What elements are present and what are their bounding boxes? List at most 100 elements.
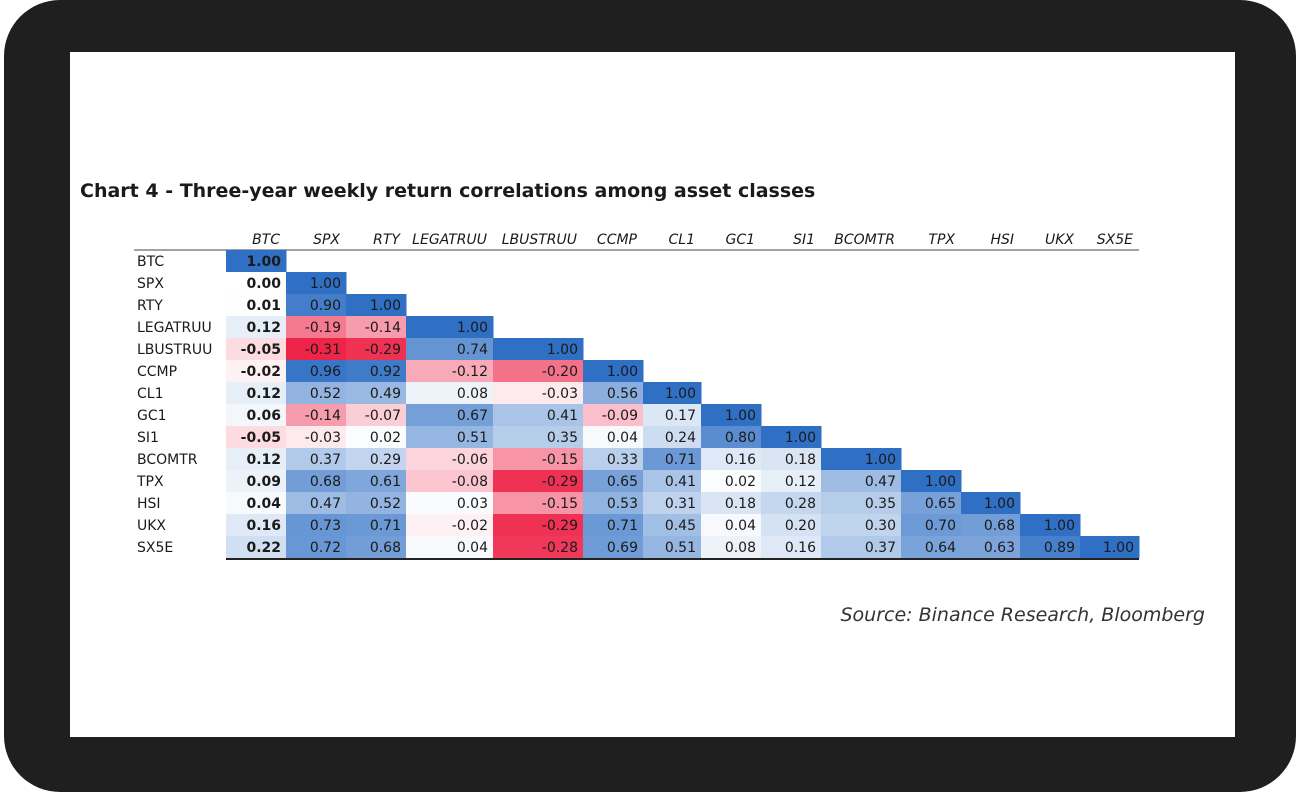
heatmap-cell	[226, 272, 287, 295]
cell-value: 0.18	[725, 496, 756, 512]
cell-value: 0.06	[246, 408, 281, 424]
heatmap-cell	[493, 536, 584, 559]
cell-value: 0.35	[865, 496, 896, 512]
row-label-bcomtr: BCOMTR	[137, 452, 198, 468]
cell-value: 0.29	[370, 452, 401, 468]
cell-value: 1.00	[1044, 518, 1075, 534]
column-header-hsi: HSI	[990, 232, 1014, 248]
column-header-si1: SI1	[793, 232, 815, 248]
cell-value: 0.35	[547, 430, 578, 446]
heatmap-cell	[643, 536, 702, 559]
cell-value: 0.04	[725, 518, 756, 534]
cell-value: 0.53	[607, 496, 638, 512]
heatmap-cell	[583, 470, 644, 493]
cell-value: -0.28	[542, 540, 578, 556]
cell-value: 0.51	[457, 430, 488, 446]
cell-value: 0.12	[785, 474, 816, 490]
cell-value: 0.71	[607, 518, 638, 534]
heatmap-cell	[406, 382, 494, 405]
cell-value: -0.14	[365, 320, 401, 336]
heatmap-cell	[286, 536, 347, 559]
column-header-legatruu: LEGATRUU	[412, 232, 487, 248]
cell-value: 0.70	[925, 518, 956, 534]
row-label-ukx: UKX	[137, 518, 166, 534]
heatmap-cell	[493, 360, 584, 383]
heatmap-cell	[286, 404, 347, 427]
cell-value: -0.15	[542, 452, 578, 468]
cell-value: 1.00	[607, 364, 638, 380]
cell-value: 0.24	[665, 430, 696, 446]
heatmap-cell	[493, 448, 584, 471]
heatmap-cell	[583, 426, 644, 449]
row-label-lbustruu: LBUSTRUU	[137, 342, 212, 358]
cell-value: -0.02	[241, 364, 281, 380]
heatmap-cell	[226, 382, 287, 405]
column-header-btc: BTC	[252, 232, 280, 248]
heatmap-cell	[493, 470, 584, 493]
cell-value: 0.68	[310, 474, 341, 490]
heatmap-cell	[226, 514, 287, 537]
cell-value: -0.14	[305, 408, 341, 424]
cell-value: 1.00	[665, 386, 696, 402]
heatmap-cell	[226, 536, 287, 559]
cell-value: 0.04	[607, 430, 638, 446]
cell-value: 0.12	[246, 452, 281, 468]
heatmap-cell	[406, 514, 494, 537]
cell-value: 0.67	[457, 408, 488, 424]
heatmap-cell	[346, 360, 407, 383]
cell-value: 1.00	[865, 452, 896, 468]
column-header-ccmp: CCMP	[597, 232, 638, 248]
row-label-spx: SPX	[137, 276, 164, 292]
cell-value: 1.00	[1103, 540, 1134, 556]
cell-value: 0.02	[370, 430, 401, 446]
heatmap-cell	[406, 360, 494, 383]
cell-value: -0.07	[365, 408, 401, 424]
heatmap-cell	[701, 536, 762, 559]
heatmap-cell	[583, 404, 644, 427]
cell-value: 0.08	[457, 386, 488, 402]
heatmap-cell	[346, 514, 407, 537]
heatmap-cell	[346, 470, 407, 493]
heatmap-cell	[286, 426, 347, 449]
row-label-btc: BTC	[137, 254, 164, 270]
cell-value: -0.05	[241, 342, 281, 358]
cell-value: -0.08	[452, 474, 488, 490]
cell-value: 0.12	[246, 320, 281, 336]
heatmap-cell	[1020, 536, 1081, 559]
heatmap-cell	[643, 492, 702, 515]
heatmap-cell	[346, 338, 407, 361]
source-note: Source: Binance Research, Bloomberg	[840, 604, 1205, 626]
cell-value: 0.64	[925, 540, 956, 556]
heatmap-cell	[961, 514, 1021, 537]
heatmap-cell	[583, 382, 644, 405]
cell-value: -0.29	[542, 474, 578, 490]
cell-value: -0.19	[305, 320, 341, 336]
column-header-cl1: CL1	[669, 232, 695, 248]
row-label-legatruu: LEGATRUU	[137, 320, 212, 336]
chart-screen: Chart 4 - Three-year weekly return corre…	[70, 52, 1235, 737]
heatmap-cell	[901, 492, 962, 515]
heatmap-cell	[583, 514, 644, 537]
heatmap-cell	[346, 382, 407, 405]
heatmap-cell	[406, 492, 494, 515]
cell-value: 1.00	[246, 254, 281, 270]
cell-value: 0.31	[665, 496, 696, 512]
row-label-gc1: GC1	[137, 408, 167, 424]
column-header-lbustruu: LBUSTRUU	[502, 232, 577, 248]
cell-value: 0.41	[547, 408, 578, 424]
cell-value: 0.96	[310, 364, 341, 380]
heatmap-cell	[406, 404, 494, 427]
heatmap-cell	[286, 448, 347, 471]
device-frame: Chart 4 - Three-year weekly return corre…	[4, 0, 1296, 792]
heatmap-cell	[286, 294, 347, 317]
heatmap-cell	[346, 492, 407, 515]
heatmap-cell	[761, 536, 822, 559]
heatmap-cell	[583, 360, 644, 383]
row-label-si1: SI1	[137, 430, 159, 446]
heatmap-cell	[226, 426, 287, 449]
heatmap-cell	[643, 448, 702, 471]
column-header-sx5e: SX5E	[1097, 232, 1133, 248]
cell-value: -0.05	[241, 430, 281, 446]
heatmap-cell	[286, 492, 347, 515]
cell-value: 0.90	[310, 298, 341, 314]
